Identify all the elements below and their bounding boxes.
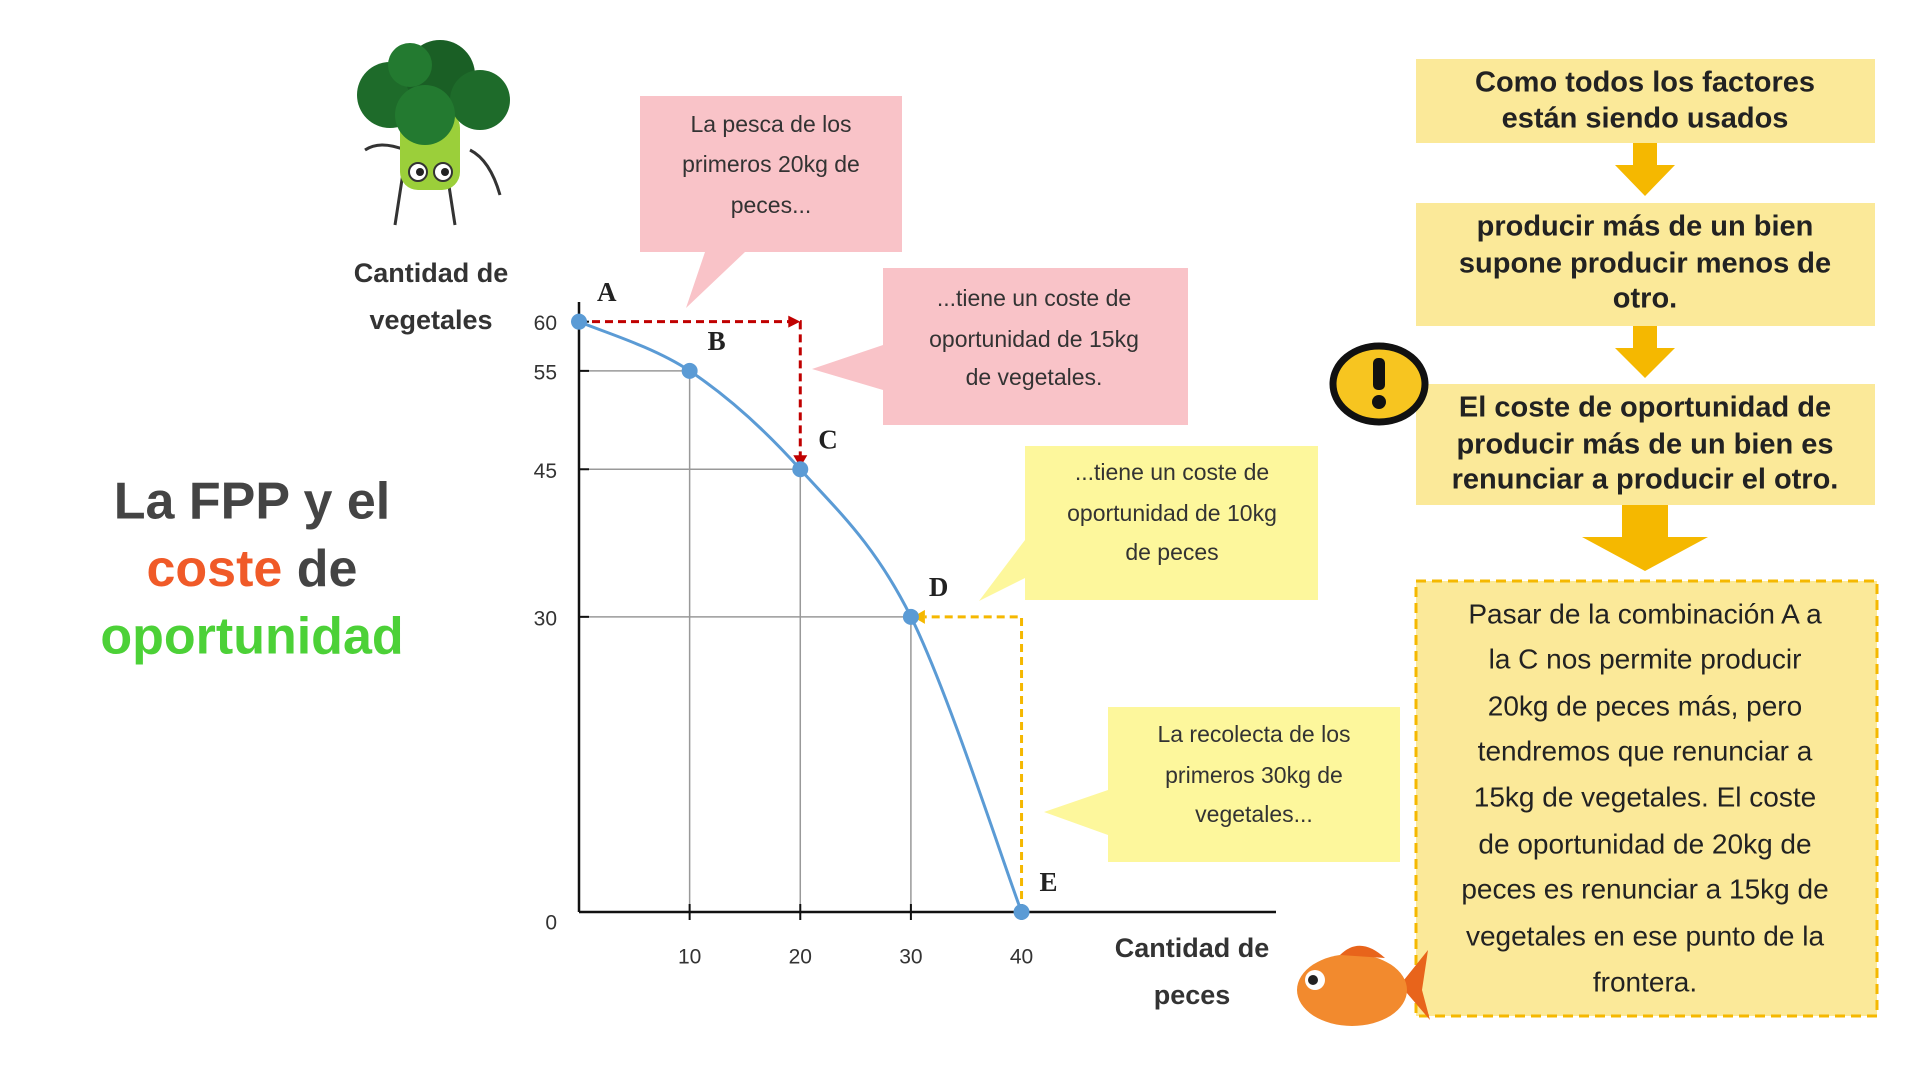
point bbox=[902, 608, 919, 625]
x-tick-label: 10 bbox=[678, 946, 701, 969]
flow-text: Pasar de la combinación A a bbox=[1468, 598, 1822, 629]
point-label: C bbox=[818, 424, 838, 454]
y-axis-label: vegetales bbox=[369, 305, 492, 335]
flow-text: frontera. bbox=[1593, 966, 1697, 997]
warning-icon bbox=[1329, 342, 1429, 426]
y-axis-label: Cantidad de bbox=[354, 258, 509, 288]
point-label: E bbox=[1040, 867, 1058, 897]
opportunity-arrow bbox=[579, 320, 802, 458]
title-word: coste bbox=[147, 540, 283, 598]
x-tick-label: 20 bbox=[789, 946, 812, 969]
flow-text: 15kg de vegetales. El coste bbox=[1474, 781, 1816, 812]
callout-text: de vegetales. bbox=[966, 364, 1103, 390]
title-line: coste de bbox=[147, 540, 358, 598]
callout-text: ...tiene un coste de bbox=[1075, 459, 1269, 485]
point bbox=[681, 362, 698, 379]
flow-arrow bbox=[1615, 143, 1675, 196]
opportunity-arrow bbox=[924, 615, 1024, 912]
flow-box bbox=[1416, 384, 1875, 505]
callout-text: La recolecta de los bbox=[1157, 721, 1350, 747]
point bbox=[792, 461, 809, 478]
flow-text: tendremos que renunciar a bbox=[1478, 735, 1813, 766]
flow-arrow bbox=[1582, 505, 1708, 571]
callout-box bbox=[1044, 707, 1400, 862]
flow-box bbox=[1416, 203, 1875, 326]
callout-text: de peces bbox=[1125, 539, 1218, 565]
callout-text: ...tiene un coste de bbox=[937, 285, 1131, 311]
y-tick-label: 55 bbox=[534, 361, 557, 384]
y-tick-label: 45 bbox=[534, 460, 557, 483]
frontier-line bbox=[578, 320, 1023, 913]
flow-text: de oportunidad de 20kg de bbox=[1478, 828, 1811, 859]
flow-box bbox=[1414, 579, 1879, 1018]
flow-text: producir más de un bien bbox=[1477, 211, 1814, 243]
callout-text: primeros 20kg de bbox=[682, 151, 860, 177]
callout-box bbox=[979, 446, 1318, 601]
callout-text: oportunidad de 10kg bbox=[1067, 500, 1277, 526]
title-line: La FPP y el bbox=[114, 473, 391, 531]
flow-text: 20kg de peces más, pero bbox=[1488, 690, 1802, 721]
y-tick-label: 30 bbox=[534, 607, 557, 630]
title-line: oportunidad bbox=[100, 608, 403, 666]
point bbox=[571, 313, 587, 330]
callout-box bbox=[640, 96, 902, 308]
fish-icon bbox=[1297, 945, 1430, 1026]
x-axis-label: Cantidad de bbox=[1115, 933, 1270, 963]
flow-text: peces es renunciar a 15kg de bbox=[1461, 873, 1828, 904]
callout-text: peces... bbox=[731, 192, 812, 218]
flow-text: El coste de oportunidad de bbox=[1459, 392, 1831, 424]
point-label: B bbox=[708, 326, 726, 356]
flow-box bbox=[1416, 59, 1875, 143]
callout-text: La pesca de los bbox=[690, 111, 851, 137]
point-label: D bbox=[929, 572, 949, 602]
flow-text: producir más de un bien es bbox=[1456, 429, 1833, 461]
x-tick-label: 40 bbox=[1010, 946, 1033, 969]
flow-text: renunciar a producir el otro. bbox=[1452, 464, 1839, 496]
broccoli-icon bbox=[357, 40, 510, 226]
flow-text: vegetales en ese punto de la bbox=[1466, 920, 1824, 951]
callout-text: vegetales... bbox=[1195, 801, 1313, 827]
flow-text: otro. bbox=[1613, 283, 1677, 315]
point-label: A bbox=[597, 277, 617, 307]
flow-text: Como todos los factores bbox=[1475, 67, 1815, 99]
y-tick-label: 60 bbox=[534, 312, 557, 335]
callout-text: oportunidad de 15kg bbox=[929, 326, 1139, 352]
x-axis-label: peces bbox=[1154, 980, 1231, 1010]
flow-text: supone producir menos de bbox=[1459, 248, 1831, 280]
arrow-head bbox=[788, 315, 801, 328]
flow-text: están siendo usados bbox=[1502, 103, 1789, 135]
x-tick-label: 30 bbox=[899, 946, 922, 969]
y-tick-label: 0 bbox=[545, 912, 557, 935]
callout-box bbox=[812, 268, 1188, 425]
title-word: de bbox=[297, 540, 358, 598]
flow-text: la C nos permite producir bbox=[1489, 643, 1802, 674]
callout-text: primeros 30kg de bbox=[1165, 762, 1343, 788]
point bbox=[1013, 904, 1030, 920]
flow-arrow bbox=[1615, 326, 1675, 378]
